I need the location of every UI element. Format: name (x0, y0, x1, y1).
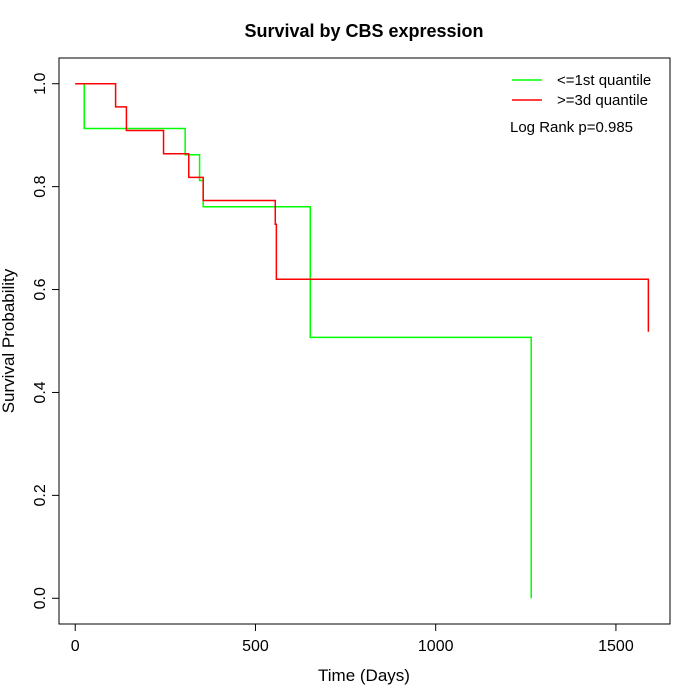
y-axis: 0.0 0.2 0.4 0.6 0.8 1.0 (32, 73, 60, 609)
legend-label-2: >=3d quantile (557, 92, 648, 109)
chart-title: Survival by CBS expression (244, 21, 483, 41)
series-line-1 (75, 82, 532, 599)
series-layer (75, 82, 650, 599)
y-axis-label: Survival Probability (0, 268, 18, 413)
x-tick-label: 1000 (418, 638, 454, 655)
y-tick-label: 0.8 (32, 175, 49, 197)
y-tick-label: 0.2 (32, 484, 49, 506)
legend: <=1st quantile >=3d quantile (512, 72, 651, 109)
x-axis-label: Time (Days) (318, 666, 410, 685)
x-tick-label: 1500 (598, 638, 634, 655)
y-tick-label: 0.6 (32, 278, 49, 300)
x-tick-label: 500 (242, 638, 269, 655)
legend-label-1: <=1st quantile (557, 72, 651, 89)
y-tick-label: 1.0 (32, 73, 49, 95)
x-tick-label: 0 (71, 638, 80, 655)
log-rank-annotation: Log Rank p=0.985 (510, 119, 633, 136)
x-axis: 0 500 1000 1500 (71, 623, 634, 655)
series-line-2 (75, 82, 650, 332)
y-tick-label: 0.0 (32, 587, 49, 609)
plot-frame (58, 57, 671, 625)
y-tick-label: 0.4 (32, 381, 49, 403)
